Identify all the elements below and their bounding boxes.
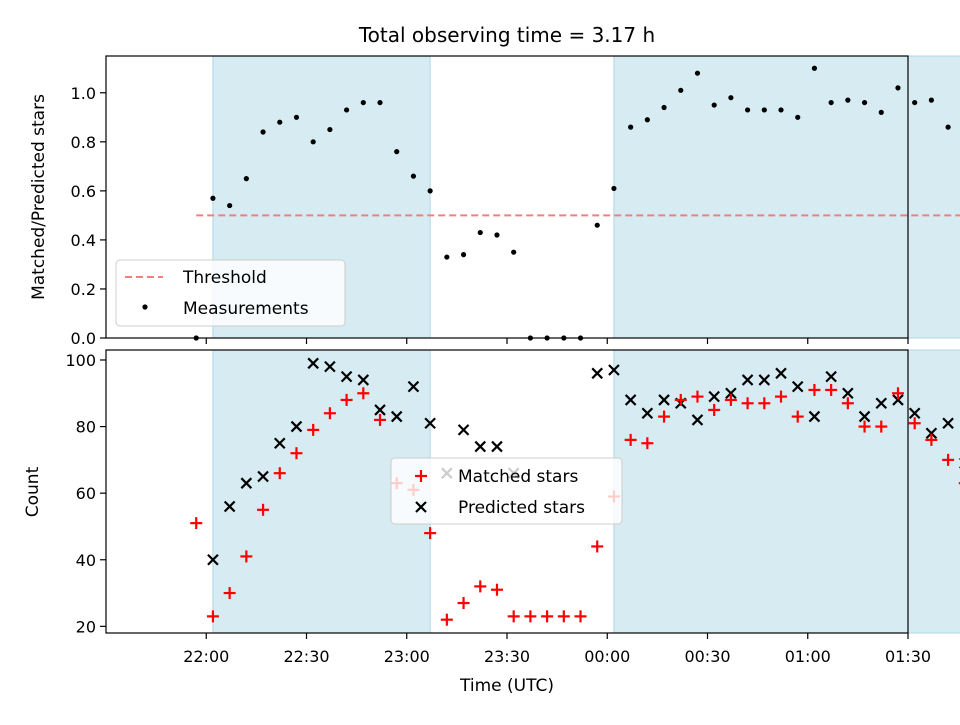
matched-star-marker [458,597,470,609]
legend-threshold-label: Threshold [182,268,267,288]
matched-star-marker [508,610,520,622]
measurement-point [845,98,850,103]
predicted-star-marker [475,442,485,452]
x-tick-label: 00:00 [584,647,630,666]
x-tick-label: 00:30 [684,647,730,666]
matched-star-marker [190,517,202,529]
legend-measurement-swatch [142,304,147,309]
measurement-point [277,120,282,125]
chart-title: Total observing time = 3.17 h [358,23,655,47]
measurement-point [377,100,382,105]
measurement-point [311,139,316,144]
measurement-point [946,125,951,130]
measurement-point [394,149,399,154]
bottom-panel: 20 40 60 80 100 22:00 22:30 23:00 23:30 00:00 00:… [23,350,960,696]
legend-measurement-label: Measurements [183,299,309,319]
y-tick-label: 40 [76,551,96,570]
matched-star-marker [558,610,570,622]
measurement-point [678,88,683,93]
measurement-point [829,100,834,105]
measurement-point [444,254,449,259]
measurement-point [745,107,750,112]
measurement-point [294,115,299,120]
measurement-point [812,66,817,71]
y-tick-label: 20 [76,617,96,636]
measurement-point [712,102,717,107]
x-axis-label: Time (UTC) [459,676,554,696]
matched-star-marker [591,540,603,552]
measurement-point [778,107,783,112]
measurement-point [244,176,249,181]
measurement-point [411,174,416,179]
measurement-point [361,100,366,105]
y-tick-label: 0.6 [71,182,96,201]
matched-star-marker [524,610,536,622]
top-x-ticks [206,338,960,344]
matched-star-marker [575,610,587,622]
measurement-point [210,196,215,201]
legend-predicted-label: Predicted stars [458,498,585,518]
measurement-point [611,186,616,191]
measurement-point [695,71,700,76]
measurement-point [895,85,900,90]
measurement-point [912,100,917,105]
measurement-point [428,188,433,193]
matched-star-marker [441,614,453,626]
measurement-point [862,100,867,105]
bottom-legend: Matched stars Predicted stars [391,458,622,524]
measurement-point [595,223,600,228]
top-panel: 0.0 0.2 0.4 0.6 0.8 1.0 Matched/Predicted sta… [29,56,960,348]
y-tick-label: 0.2 [71,280,96,299]
bottom-x-ticks: 22:00 22:30 23:00 23:30 00:00 00:30 01:00 01:30… [183,633,960,666]
top-legend: Threshold Measurements [116,260,345,326]
predicted-star-marker [459,425,469,435]
measurement-point [929,98,934,103]
measurement-point [461,252,466,257]
top-y-axis-label: Matched/Predicted stars [29,94,49,300]
predicted-star-marker [492,442,502,452]
measurement-point [728,95,733,100]
y-tick-label: 80 [76,418,96,437]
measurement-point [795,115,800,120]
measurement-point [478,230,483,235]
x-tick-label: 22:00 [183,647,229,666]
measurement-point [494,232,499,237]
x-tick-label: 22:30 [283,647,329,666]
matched-star-marker [541,610,553,622]
measurement-point [344,107,349,112]
x-tick-label: 23:30 [484,647,530,666]
bottom-y-ticks: 20 40 60 80 100 [65,351,106,636]
y-tick-label: 60 [76,484,96,503]
y-tick-label: 0.0 [71,329,96,348]
measurement-point [227,203,232,208]
measurement-point [327,127,332,132]
predicted-star-marker [592,368,602,378]
y-tick-label: 0.4 [71,231,96,250]
measurement-point [628,125,633,130]
bottom-y-axis-label: Count [23,466,43,517]
y-tick-label: 100 [65,351,96,370]
measurement-point [260,129,265,134]
measurement-point [511,250,516,255]
matched-star-marker [474,580,486,592]
top-y-ticks: 0.0 0.2 0.4 0.6 0.8 1.0 [71,84,106,348]
y-tick-label: 1.0 [71,84,96,103]
measurement-point [762,107,767,112]
y-tick-label: 0.8 [71,133,96,152]
x-tick-label: 01:30 [885,647,931,666]
measurement-point [661,105,666,110]
matched-star-marker [491,584,503,596]
legend-matched-label: Matched stars [458,467,578,487]
x-tick-label: 01:00 [785,647,831,666]
measurement-point [879,110,884,115]
x-tick-label: 23:00 [384,647,430,666]
measurement-point [645,117,650,122]
